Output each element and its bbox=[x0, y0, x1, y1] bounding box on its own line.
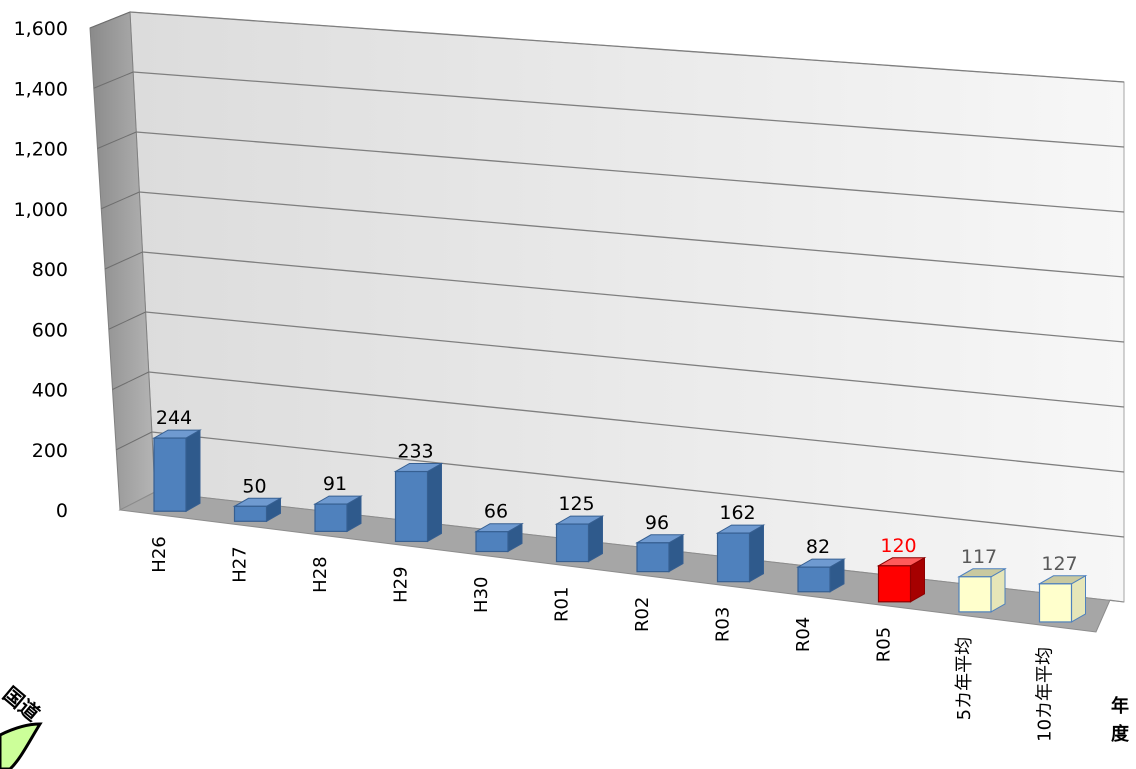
bar-front bbox=[555, 523, 590, 563]
category-label: R04 bbox=[793, 617, 814, 652]
gridlines bbox=[89, 11, 1125, 538]
y-tick-label: 1,400 bbox=[14, 78, 68, 100]
bar-front bbox=[877, 565, 912, 603]
gridline bbox=[139, 191, 1125, 278]
category-label: H26 bbox=[149, 536, 170, 572]
category-label: R05 bbox=[874, 627, 895, 662]
floor bbox=[118, 491, 1125, 633]
data-label: 120 bbox=[880, 535, 916, 557]
y-tick-label: 600 bbox=[32, 319, 68, 341]
side-gridline bbox=[93, 71, 134, 89]
bar bbox=[715, 524, 766, 583]
y-tick-label: 200 bbox=[32, 440, 68, 462]
category-label: 5カ年平均 bbox=[954, 637, 975, 720]
gridline bbox=[142, 251, 1125, 343]
bar-side bbox=[185, 429, 201, 513]
bar-front bbox=[153, 437, 187, 512]
bar bbox=[313, 495, 363, 533]
bar bbox=[635, 533, 685, 573]
y-tick-label: 1,000 bbox=[14, 199, 68, 221]
data-label: 82 bbox=[806, 536, 830, 558]
bar-front bbox=[797, 566, 831, 593]
y-axis-ticks: 0 200 400 600 800 1,000 1,200 1,400 1,600 bbox=[14, 18, 68, 522]
gridline bbox=[151, 431, 1125, 538]
category-label: H27 bbox=[230, 546, 251, 582]
bar bbox=[152, 429, 202, 513]
data-label: 244 bbox=[156, 407, 192, 429]
bar-front bbox=[636, 542, 670, 573]
bars bbox=[152, 429, 1088, 623]
y-tick-label: 400 bbox=[32, 380, 68, 402]
category-label: H30 bbox=[471, 577, 492, 613]
side-gridline bbox=[97, 131, 137, 149]
data-label: 127 bbox=[1041, 553, 1077, 575]
category-labels: H26 H27 H28 H29 H30 R01 R02 R03 R04 R05 5カ年平均 10カ年平… bbox=[149, 536, 1056, 742]
side-gridline bbox=[89, 11, 131, 29]
y-tick-label: 1,200 bbox=[14, 139, 68, 161]
data-label: 162 bbox=[719, 502, 755, 524]
bar-front bbox=[314, 503, 348, 532]
bar-front bbox=[716, 532, 751, 583]
data-label: 50 bbox=[242, 475, 266, 497]
bar bbox=[876, 556, 927, 603]
bar-side bbox=[749, 524, 764, 583]
bar bbox=[393, 462, 444, 543]
gridline bbox=[145, 311, 1125, 408]
chart-walls bbox=[89, 11, 1125, 633]
data-label: 125 bbox=[558, 493, 594, 515]
logo: 国道 bbox=[0, 682, 45, 769]
bar-front bbox=[1038, 583, 1073, 623]
bar bbox=[474, 522, 524, 553]
category-label: H29 bbox=[391, 566, 412, 602]
data-label: 96 bbox=[645, 512, 669, 534]
y-tick-label: 0 bbox=[56, 500, 68, 522]
category-label: R01 bbox=[552, 587, 573, 622]
category-label: H28 bbox=[310, 556, 331, 592]
gridline bbox=[148, 371, 1125, 473]
side-gridline bbox=[116, 431, 153, 451]
gridline bbox=[129, 11, 1125, 83]
data-label: 66 bbox=[484, 501, 508, 523]
side-gridline bbox=[104, 251, 143, 270]
x-axis-title: 年度 bbox=[1111, 695, 1130, 745]
side-gridline bbox=[112, 371, 149, 390]
y-tick-label: 1,600 bbox=[14, 18, 68, 40]
bar bbox=[554, 515, 605, 563]
category-label: 10カ年平均 bbox=[1035, 647, 1056, 742]
gridline bbox=[136, 131, 1125, 213]
bar bbox=[1037, 574, 1088, 623]
logo-text: 国道 bbox=[0, 682, 45, 726]
gridline bbox=[133, 71, 1125, 148]
bar-front bbox=[233, 505, 268, 522]
bar bbox=[796, 558, 846, 593]
side-gridline bbox=[101, 191, 140, 210]
logo-shape bbox=[0, 722, 43, 769]
category-label: R02 bbox=[632, 597, 653, 632]
y-tick-label: 800 bbox=[32, 259, 68, 281]
bar bbox=[232, 497, 283, 523]
bar bbox=[957, 567, 1007, 613]
bar-front bbox=[394, 470, 429, 543]
data-label: 233 bbox=[397, 441, 433, 463]
category-label: R03 bbox=[713, 607, 734, 642]
data-label: 91 bbox=[323, 473, 347, 495]
side-gridline bbox=[108, 311, 146, 330]
bar-front bbox=[958, 576, 992, 613]
data-labels: 244 50 91 233 66 125 96 162 82 120 117 127 bbox=[156, 407, 1078, 575]
bar-front bbox=[475, 531, 509, 553]
data-label: 117 bbox=[961, 546, 997, 568]
bar-side bbox=[427, 462, 442, 543]
